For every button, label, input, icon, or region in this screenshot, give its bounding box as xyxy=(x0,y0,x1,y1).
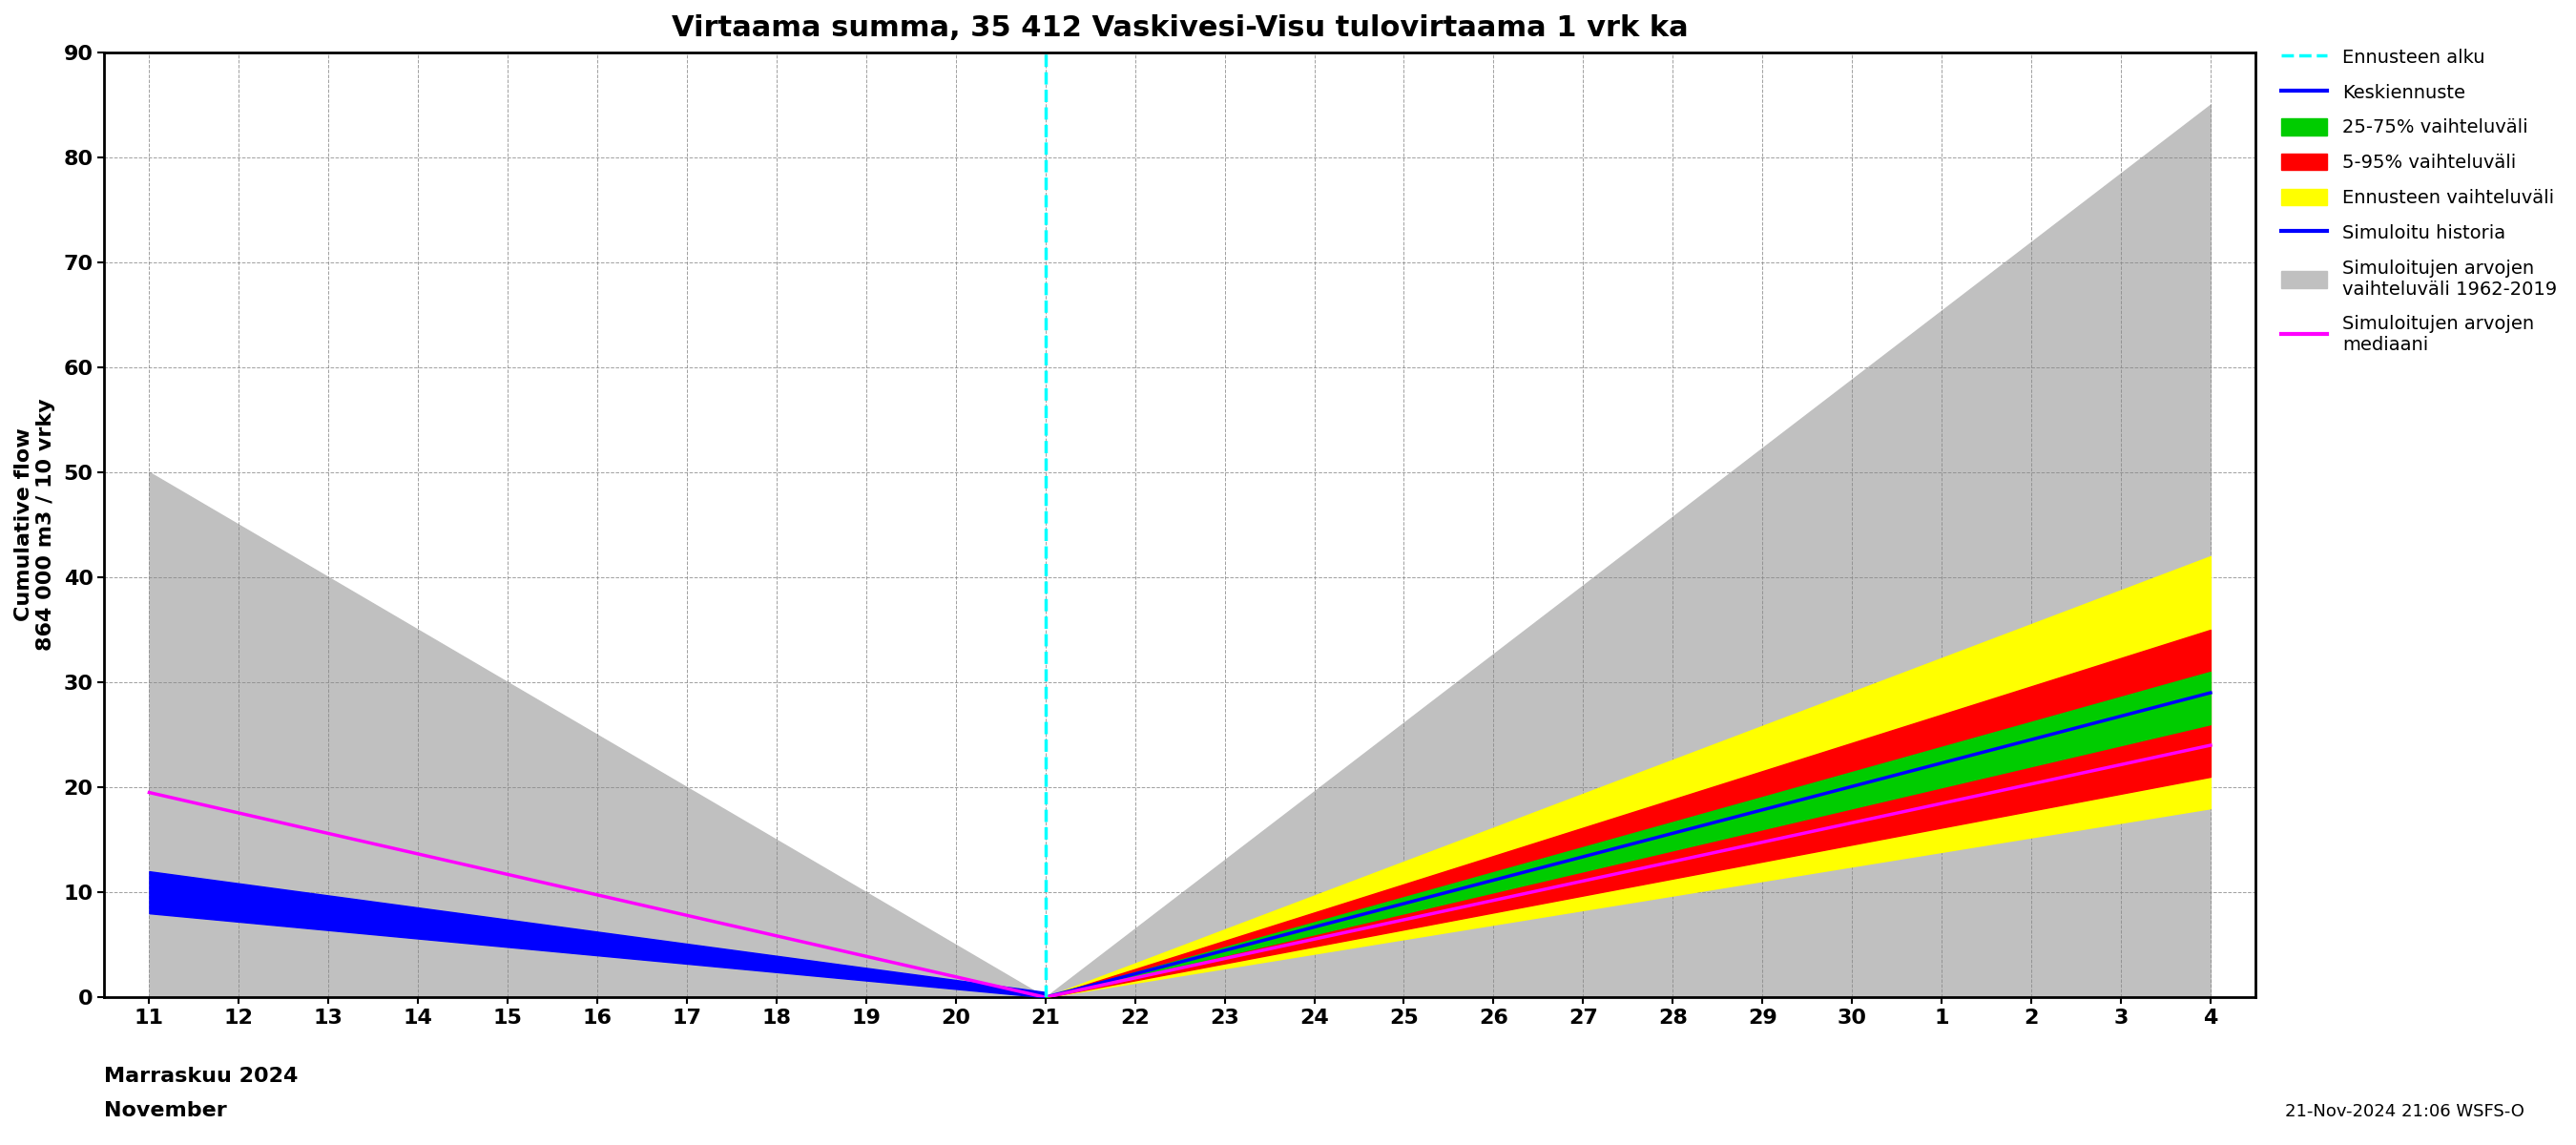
Legend: Ennusteen alku, Keskiennuste, 25-75% vaihteluväli, 5-95% vaihteluväli, Ennusteen: Ennusteen alku, Keskiennuste, 25-75% vai… xyxy=(2275,42,2563,360)
Text: 21-Nov-2024 21:06 WSFS-O: 21-Nov-2024 21:06 WSFS-O xyxy=(2285,1103,2524,1120)
Y-axis label: Cumulative flow
864 000 m3 / 10 vrky: Cumulative flow 864 000 m3 / 10 vrky xyxy=(15,398,57,652)
Text: November: November xyxy=(106,1101,227,1120)
Title: Virtaama summa, 35 412 Vaskivesi-Visu tulovirtaama 1 vrk ka: Virtaama summa, 35 412 Vaskivesi-Visu tu… xyxy=(672,14,1687,42)
Text: Marraskuu 2024: Marraskuu 2024 xyxy=(106,1067,299,1085)
